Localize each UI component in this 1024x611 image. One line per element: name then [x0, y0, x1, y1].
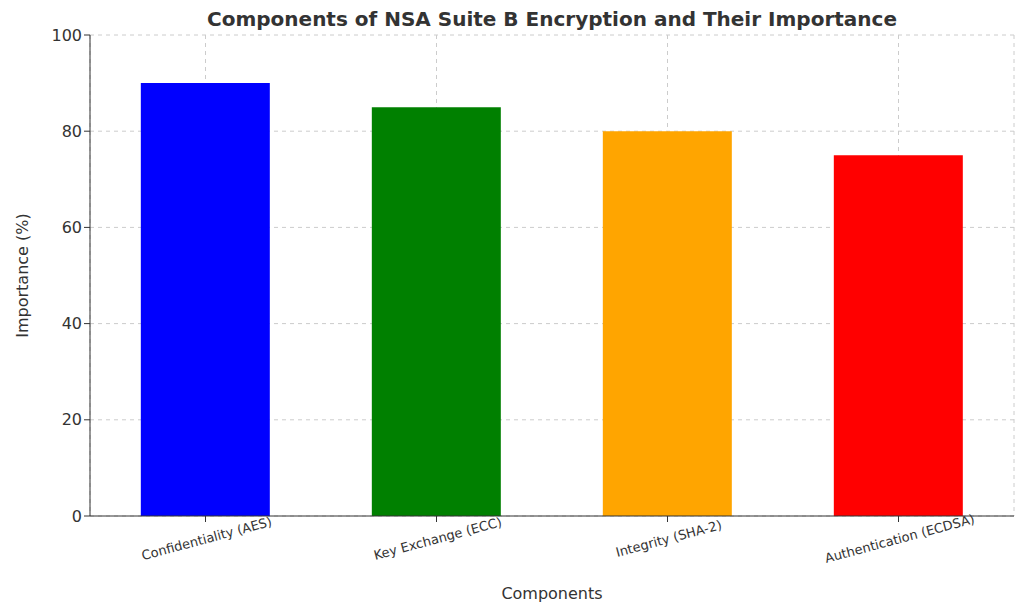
svg-text:60: 60	[62, 218, 82, 237]
svg-text:20: 20	[62, 410, 82, 429]
svg-text:100: 100	[51, 26, 82, 45]
svg-text:Key Exchange (ECC): Key Exchange (ECC)	[372, 514, 503, 563]
svg-text:Components: Components	[501, 584, 602, 603]
svg-text:Authentication (ECDSA): Authentication (ECDSA)	[823, 511, 976, 565]
svg-text:40: 40	[62, 314, 82, 333]
svg-text:Confidentiality (AES): Confidentiality (AES)	[140, 514, 274, 563]
svg-text:Importance (%): Importance (%)	[13, 213, 32, 337]
html-text:Components of NSA Suite B Encr: Components of NSA Suite B Encryption and…	[207, 7, 897, 31]
svg-text:0: 0	[72, 507, 82, 526]
svg-text:Integrity (SHA-2): Integrity (SHA-2)	[614, 517, 723, 560]
svg-text:80: 80	[62, 122, 82, 141]
